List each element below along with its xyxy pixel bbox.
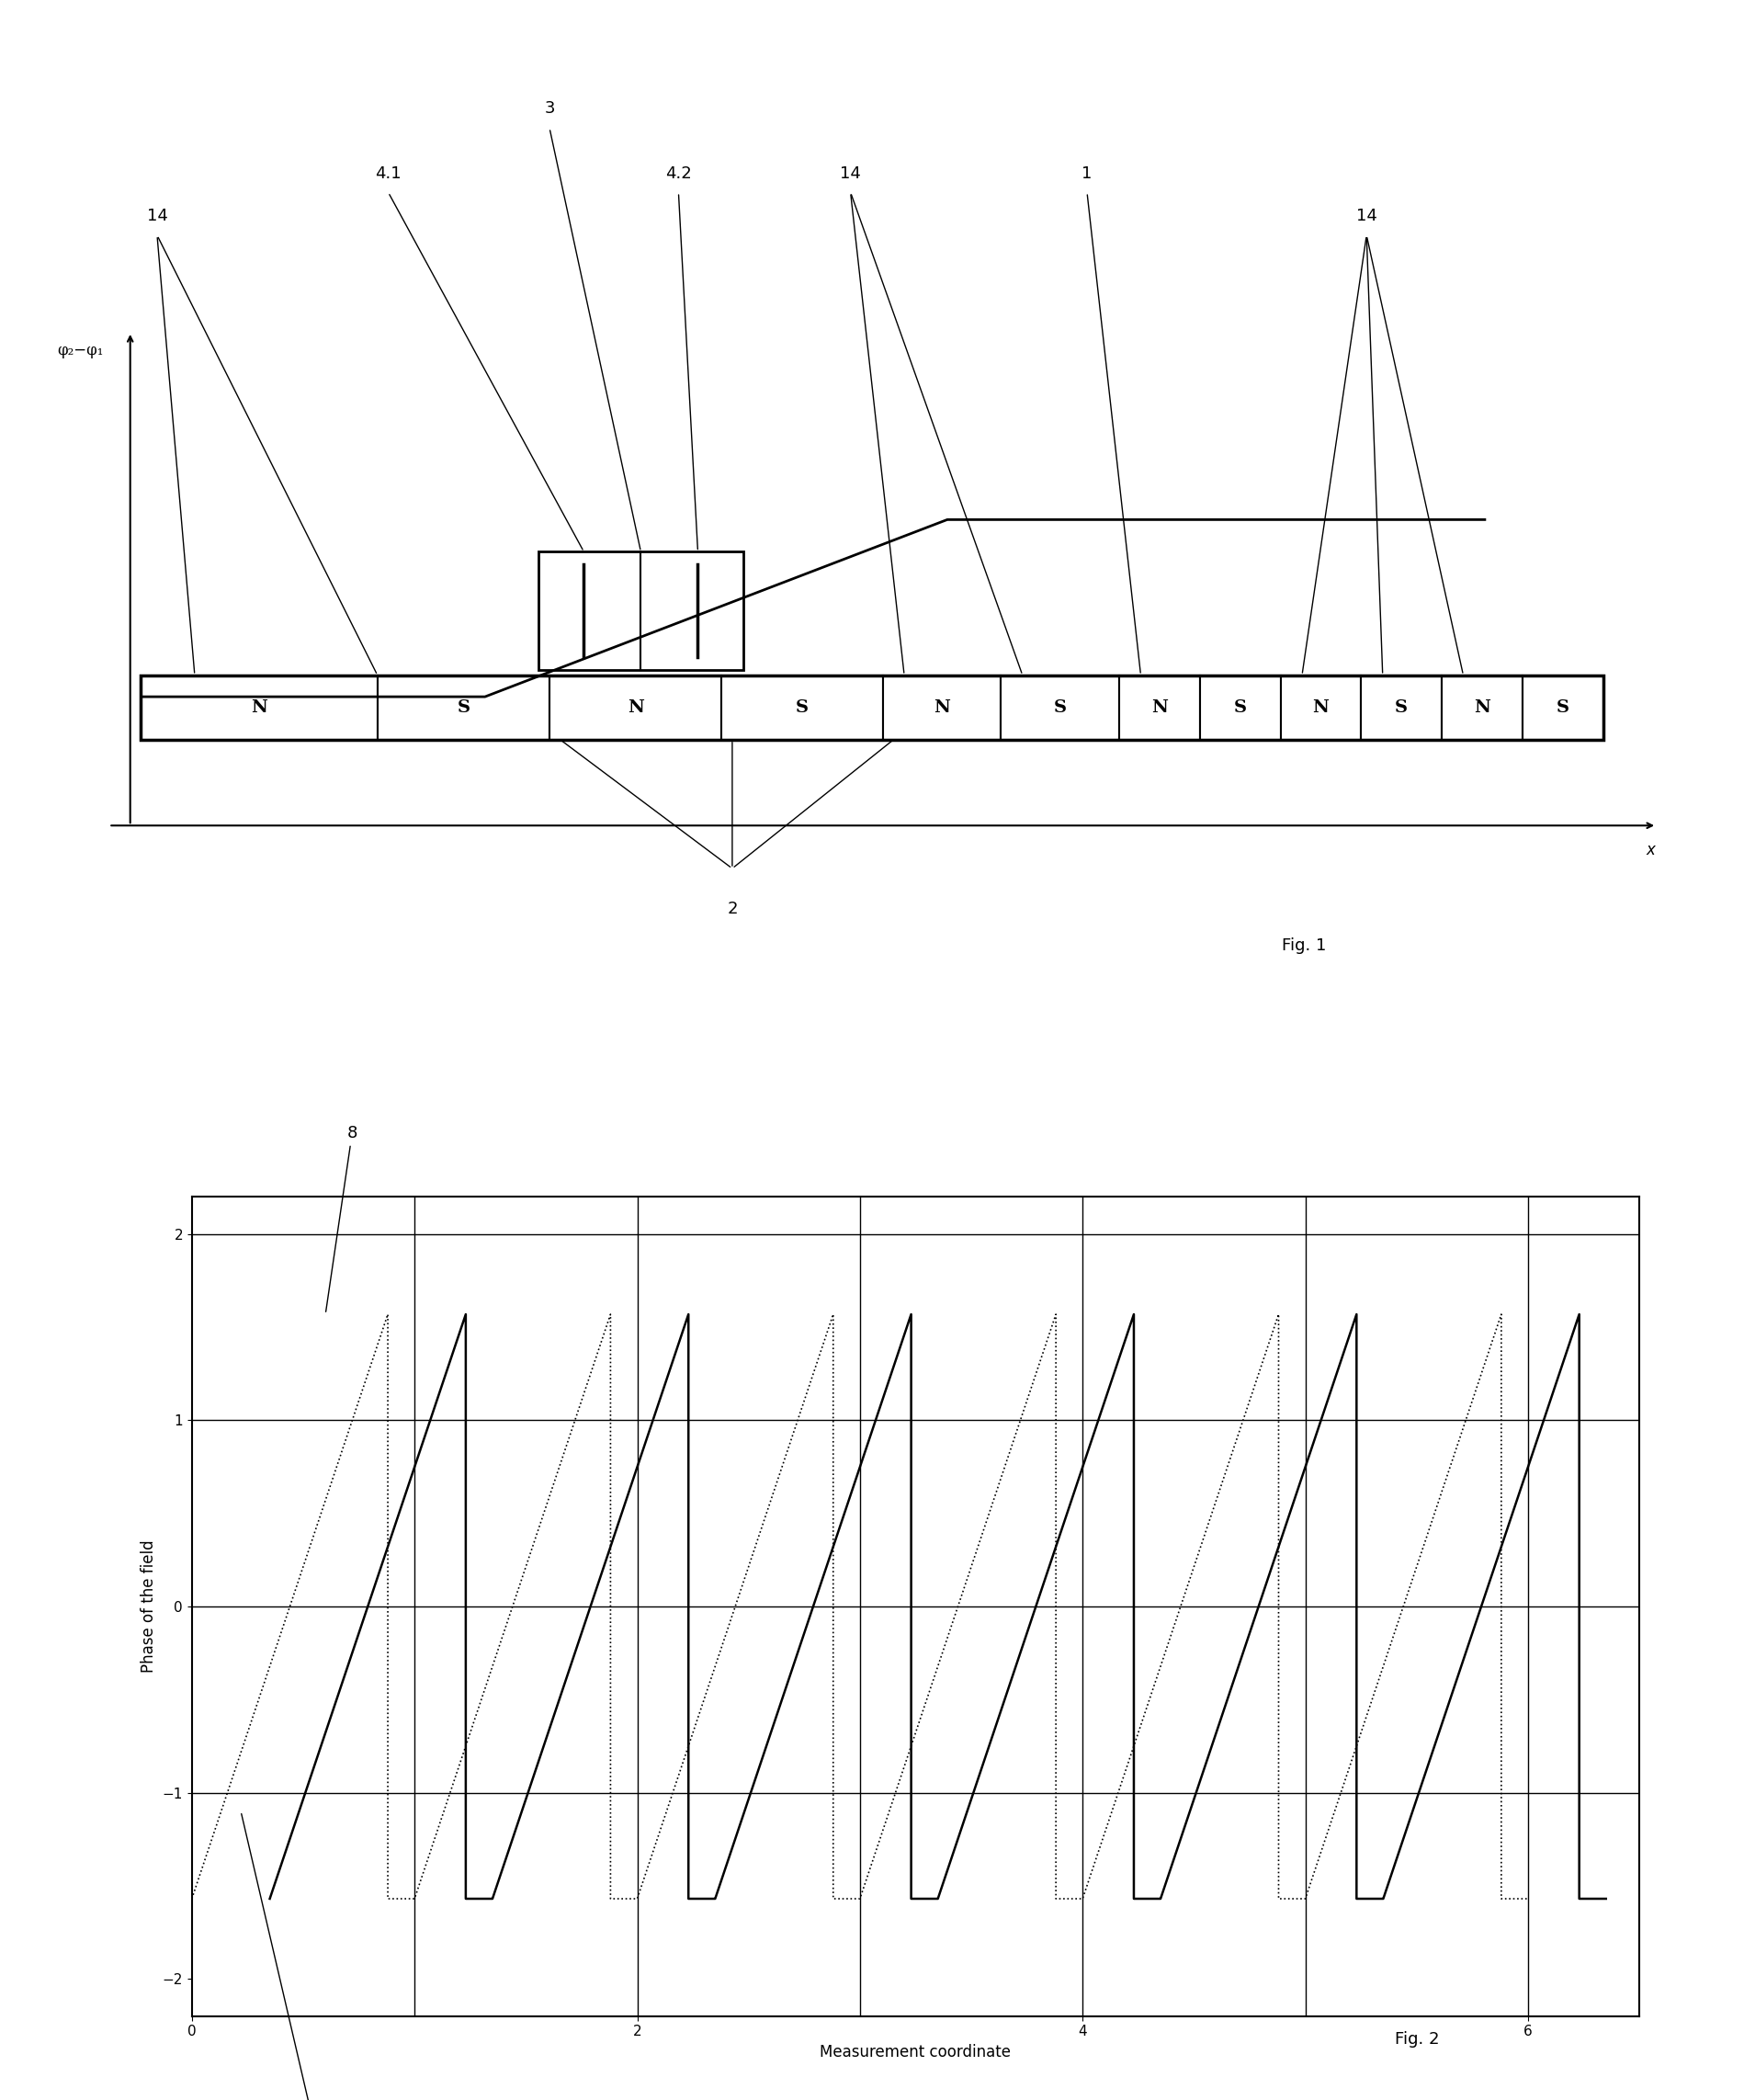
Bar bbox=[1360, 676, 1442, 739]
Text: S: S bbox=[1395, 699, 1407, 716]
Text: 14: 14 bbox=[1357, 208, 1378, 225]
Text: N: N bbox=[628, 699, 644, 716]
Text: N: N bbox=[1313, 699, 1329, 716]
Bar bbox=[539, 552, 743, 670]
Bar bbox=[377, 676, 549, 739]
Text: Fig. 1: Fig. 1 bbox=[1282, 939, 1325, 953]
Bar bbox=[1523, 676, 1603, 739]
Bar bbox=[1280, 676, 1360, 739]
Y-axis label: Phase of the field: Phase of the field bbox=[141, 1539, 157, 1674]
Text: S: S bbox=[1053, 699, 1067, 716]
Text: 1: 1 bbox=[1081, 166, 1092, 181]
Bar bbox=[1120, 676, 1200, 739]
Text: N: N bbox=[933, 699, 950, 716]
Bar bbox=[141, 676, 1603, 739]
Text: 2: 2 bbox=[727, 901, 738, 918]
Text: 14: 14 bbox=[146, 208, 167, 225]
Bar bbox=[1001, 676, 1120, 739]
Text: Fig. 2: Fig. 2 bbox=[1395, 2031, 1441, 2048]
Bar bbox=[722, 676, 882, 739]
Bar bbox=[882, 676, 1001, 739]
Text: φ₂−φ₁: φ₂−φ₁ bbox=[58, 342, 103, 359]
Text: S: S bbox=[1556, 699, 1570, 716]
Bar bbox=[549, 676, 722, 739]
Text: S: S bbox=[795, 699, 809, 716]
X-axis label: Measurement coordinate: Measurement coordinate bbox=[820, 2043, 1012, 2060]
Text: x: x bbox=[1646, 842, 1655, 859]
Bar bbox=[1200, 676, 1280, 739]
Text: N: N bbox=[251, 699, 267, 716]
Text: 9: 9 bbox=[241, 1814, 319, 2100]
Text: N: N bbox=[1151, 699, 1168, 716]
Bar bbox=[141, 676, 377, 739]
Text: 3: 3 bbox=[544, 101, 555, 118]
Text: 4.2: 4.2 bbox=[664, 166, 692, 181]
Text: 8: 8 bbox=[326, 1126, 358, 1312]
Text: N: N bbox=[1474, 699, 1491, 716]
Text: 14: 14 bbox=[841, 166, 862, 181]
Bar bbox=[1442, 676, 1523, 739]
Text: S: S bbox=[1233, 699, 1247, 716]
Text: S: S bbox=[457, 699, 469, 716]
Text: 4.1: 4.1 bbox=[375, 166, 401, 181]
